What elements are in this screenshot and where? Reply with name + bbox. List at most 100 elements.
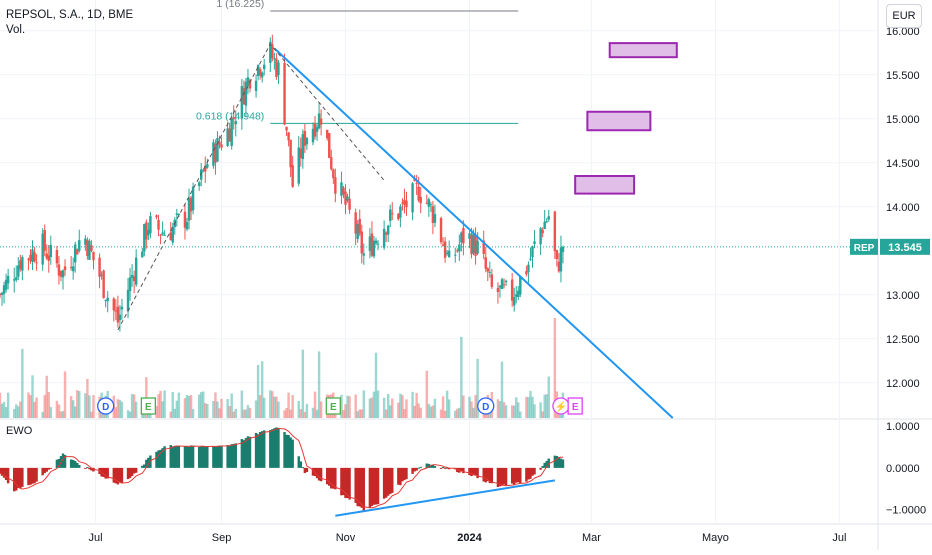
volume-bar bbox=[19, 401, 22, 418]
ewo-histogram-bar bbox=[204, 447, 207, 468]
candle-body bbox=[0, 294, 2, 296]
ewo-histogram-bar bbox=[472, 467, 475, 476]
volume-bar bbox=[372, 391, 376, 418]
volume-bar bbox=[43, 395, 46, 418]
volume-bar bbox=[116, 399, 120, 418]
ewo-histogram-bar bbox=[143, 464, 146, 468]
candle-body bbox=[502, 284, 506, 286]
event-marker-label: E bbox=[145, 402, 152, 413]
volume-bar bbox=[220, 398, 223, 418]
candle-body bbox=[71, 266, 75, 272]
volume-bar bbox=[541, 411, 544, 418]
ewo-histogram-bar bbox=[470, 467, 473, 477]
volume-bar bbox=[29, 395, 32, 418]
ewo-histogram-bar bbox=[490, 467, 494, 484]
candle-body bbox=[242, 88, 246, 105]
ewo-histogram-bar bbox=[504, 467, 508, 486]
candle-body bbox=[112, 298, 116, 311]
volume-bar bbox=[445, 390, 449, 418]
ewo-histogram-bar bbox=[244, 438, 248, 468]
volume-bar bbox=[317, 351, 321, 418]
volume-bar bbox=[27, 392, 30, 418]
candle-body bbox=[559, 247, 563, 272]
volume-bar bbox=[246, 405, 250, 418]
volume-bar bbox=[539, 402, 542, 418]
volume-bar bbox=[389, 405, 392, 418]
ewo-histogram-bar bbox=[401, 467, 404, 482]
ewo-histogram-bar bbox=[427, 463, 431, 468]
ewo-histogram-bar bbox=[55, 459, 59, 468]
ewo-histogram-bar bbox=[189, 445, 193, 468]
ewo-histogram-bar bbox=[199, 446, 203, 468]
candle-body bbox=[216, 137, 219, 162]
ewo-histogram-bar bbox=[342, 467, 345, 496]
candle-body bbox=[232, 117, 235, 119]
candle-body bbox=[143, 224, 146, 252]
candle-body bbox=[43, 230, 46, 251]
candle-body bbox=[344, 191, 347, 205]
candle-body bbox=[303, 130, 307, 146]
candle-body bbox=[510, 279, 514, 301]
volume-bar bbox=[529, 390, 532, 418]
ewo-histogram-bar bbox=[106, 467, 109, 479]
event-marker-label: D bbox=[482, 402, 489, 413]
ewo-histogram-bar bbox=[206, 446, 209, 468]
ewo-histogram-bar bbox=[305, 467, 309, 473]
ewo-tick-label: 1.0000 bbox=[886, 421, 920, 433]
volume-bar bbox=[283, 410, 286, 418]
candle-body bbox=[317, 113, 321, 129]
volume-bar bbox=[90, 411, 93, 418]
candle-body bbox=[415, 183, 418, 185]
volume-bar bbox=[344, 404, 347, 418]
ewo-histogram-bar bbox=[21, 467, 24, 487]
candle-body bbox=[271, 44, 274, 59]
candle-body bbox=[15, 277, 18, 280]
candle-body bbox=[334, 177, 337, 194]
candle-body bbox=[358, 218, 361, 234]
candle-body bbox=[114, 310, 118, 312]
candle-body bbox=[370, 233, 374, 256]
candle-body bbox=[206, 164, 209, 168]
volume-bar bbox=[468, 396, 471, 418]
candle-body bbox=[4, 279, 8, 290]
candle-body bbox=[348, 198, 351, 210]
ewo-histogram-bar bbox=[202, 445, 205, 468]
ewo-histogram-bar bbox=[155, 451, 158, 468]
target-zone-box bbox=[608, 42, 678, 59]
ewo-histogram-bar bbox=[362, 467, 366, 511]
currency-button[interactable]: EUR bbox=[886, 4, 922, 28]
candle-body bbox=[163, 234, 166, 236]
event-marker-label: ⚡ bbox=[555, 400, 567, 413]
candle-body bbox=[541, 229, 544, 234]
ewo-histogram-bar bbox=[334, 467, 337, 490]
volume-bar bbox=[17, 406, 20, 418]
volume-bar bbox=[517, 402, 520, 418]
ewo-histogram-bar bbox=[488, 467, 492, 484]
volume-bar bbox=[206, 403, 209, 418]
candle-body bbox=[386, 225, 390, 235]
ewo-histogram-bar bbox=[31, 467, 34, 484]
ewo-histogram-bar bbox=[260, 431, 264, 468]
volume-bar bbox=[427, 403, 431, 418]
candle-body bbox=[382, 228, 386, 248]
volume-bar bbox=[354, 394, 357, 418]
volume-bar bbox=[525, 396, 528, 418]
volume-bar bbox=[199, 392, 203, 418]
volume-bar bbox=[161, 401, 164, 418]
candle-body bbox=[204, 165, 207, 172]
ewo-histogram-bar bbox=[529, 467, 532, 479]
ewo-histogram-bar bbox=[517, 467, 520, 483]
candle-body bbox=[474, 235, 477, 256]
ewo-histogram-bar bbox=[71, 459, 75, 468]
ewo-histogram-bar bbox=[330, 467, 333, 489]
symbol-tag bbox=[850, 238, 878, 255]
ewo-histogram-bar bbox=[374, 467, 378, 505]
volume-bar bbox=[118, 399, 122, 418]
ewo-histogram-bar bbox=[256, 434, 260, 468]
candle-body bbox=[98, 257, 101, 277]
candle-body bbox=[102, 270, 105, 298]
candle-body bbox=[297, 147, 300, 184]
ewo-histogram-bar bbox=[230, 444, 233, 468]
